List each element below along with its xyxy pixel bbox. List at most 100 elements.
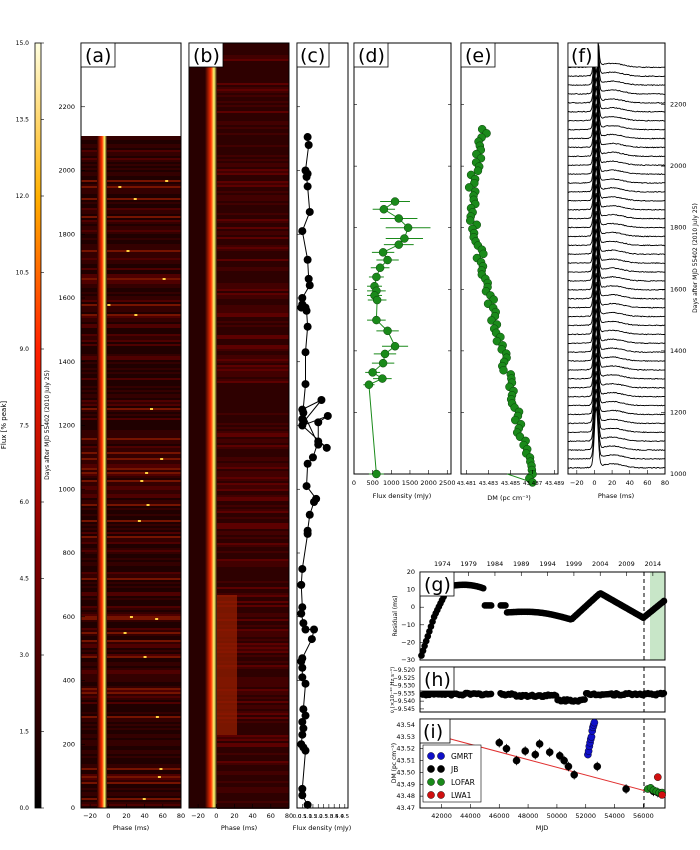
panel-b-heatmap-row [217, 789, 289, 791]
panel-a-heatmap-spot [143, 656, 147, 658]
panel-b-heatmap-row [217, 427, 289, 429]
panel-a-heatmap-row [81, 450, 181, 452]
panel-b-heatmap-row [217, 349, 289, 351]
panel-b-heatmap-row [217, 281, 289, 283]
panel-b-heatmap-band [217, 595, 237, 735]
panel-b-heatmap-row [217, 517, 289, 519]
panel-b-heatmap-row [217, 211, 289, 213]
panel-b-heatmap-row [217, 317, 289, 319]
panel-i-point-jb [593, 762, 602, 771]
panel-f-xtick-label: 60 [643, 479, 651, 487]
panel-b-heatmap-row [217, 277, 289, 279]
panel-b-heatmap-row [217, 283, 289, 285]
panel-b-heatmap-row [217, 487, 289, 489]
panel-g-ticks: −30 −20 −10 0 10 20 1974 1979 1984 1989 1994 1999 20… [401, 560, 661, 664]
panel-a-heatmap-row [81, 780, 181, 782]
panel-c-point [310, 625, 318, 634]
panel-b-heatmap-row [217, 259, 289, 261]
panel-i-trend-line [419, 730, 666, 797]
panel-f-ytick-label: 2200 [670, 101, 687, 109]
panel-b-heatmap-row [217, 641, 289, 643]
panel-a-heatmap-row [81, 646, 181, 648]
panel-a-heatmap-row [81, 192, 181, 194]
panel-c-point [314, 418, 323, 427]
panel-b-heatmap-row [217, 253, 289, 255]
panel-b-heatmap-row [217, 803, 289, 805]
panel-b-heatmap-row [217, 671, 289, 673]
panel-b-heatmap-row [217, 721, 289, 723]
panel-b-heatmap-row [217, 229, 289, 231]
panel-a-heatmap-row [81, 630, 181, 632]
panel-b-heatmap-row [217, 345, 289, 347]
panel-a-heatmap-spot [160, 458, 164, 460]
panel-b-heatmap-row [217, 649, 289, 651]
panel-a-heatmap-row [81, 188, 181, 190]
panel-a-heatmap-row [81, 452, 181, 454]
panel-b-heatmap-row [217, 425, 289, 427]
panel-b-heatmap-row [217, 415, 289, 417]
panel-d-point [372, 295, 382, 305]
panel-f-profile [568, 379, 666, 443]
panel-c-point [305, 207, 314, 216]
panel-b-heatmap-row [217, 61, 289, 63]
panel-c-point [297, 609, 306, 618]
panel-a-heatmap-row [81, 394, 181, 396]
panel-f-profile [567, 406, 665, 469]
panel-b-heatmap-row [217, 773, 289, 775]
panel-a-heatmap-row [81, 282, 181, 284]
panel-e-point [511, 415, 520, 425]
panel-a-heatmap-row [81, 494, 181, 496]
panel-a-heatmap-row [81, 168, 181, 170]
panel-b-heatmap-row [217, 125, 289, 127]
panel-b-heatmap-row [217, 103, 289, 105]
panel-i-xtick-label: 52000 [575, 812, 596, 820]
panel-b: −20 0 20 40 60 80 Phase (ms) (b) [188, 42, 293, 832]
panel-a-heatmap-row [81, 356, 181, 358]
panel-b-heatmap-row [217, 45, 289, 47]
panel-b-heatmap-row [217, 559, 289, 561]
panel-b-heatmap-row [217, 467, 289, 469]
panel-b-heatmap-row [217, 523, 289, 525]
panel-b-heatmap-row [217, 455, 289, 457]
panel-a-heatmap-row [81, 778, 181, 780]
panel-d-xtick-label: 500 [366, 479, 378, 487]
panel-b-heatmap-row [217, 635, 289, 637]
panel-b-heatmap-row [217, 387, 289, 389]
panel-a-ylabel: Days after MJD 55402 (2010 July 25) [44, 370, 51, 480]
panel-a-heatmap-row [81, 472, 181, 474]
panel-b-heatmap-row [217, 637, 289, 639]
panel-a-heatmap-row [81, 672, 181, 674]
panel-f-profile [567, 121, 666, 184]
panel-b-heatmap-row [217, 105, 289, 107]
panel-a-heatmap-row [81, 154, 181, 156]
panel-a-heatmap-row [81, 718, 181, 720]
panel-b-heatmap-row [217, 521, 289, 523]
panel-a-heatmap-row [81, 248, 181, 250]
panel-c-point [299, 619, 308, 628]
panel-b-heatmap-row [217, 91, 289, 93]
panel-a-heatmap-row [81, 306, 181, 308]
panel-b-heatmap-row [217, 627, 289, 629]
panel-b-heatmap-row [217, 297, 289, 299]
panel-b-heatmap-row [217, 577, 289, 579]
panel-d-point [372, 272, 381, 282]
panel-g-top-tick-label: 1974 [434, 560, 451, 568]
panel-b-heatmap-row [217, 417, 289, 419]
panel-b-heatmap-row [217, 275, 289, 277]
panel-a-heatmap-spot [162, 278, 166, 280]
panel-b-heatmap-row [217, 713, 289, 715]
panel-f-profile [567, 42, 666, 87]
panel-b-frame [188, 42, 290, 809]
panel-b-heatmap-row [217, 461, 289, 463]
panel-b-heatmap-row [217, 101, 289, 103]
panel-b-heatmap-row [217, 305, 289, 307]
panel-c-point [303, 529, 312, 538]
panel-i-point-jb [555, 751, 564, 760]
panel-a-heatmap-spot [137, 520, 141, 522]
panel-c-point [302, 172, 311, 181]
panel-d-xtick-label: 0 [352, 479, 356, 487]
panel-b-heatmap-row [217, 781, 289, 783]
panel-b-heatmap-row [217, 665, 289, 667]
panel-b-heatmap-row [217, 385, 289, 387]
panel-b-heatmap-row [217, 355, 289, 357]
